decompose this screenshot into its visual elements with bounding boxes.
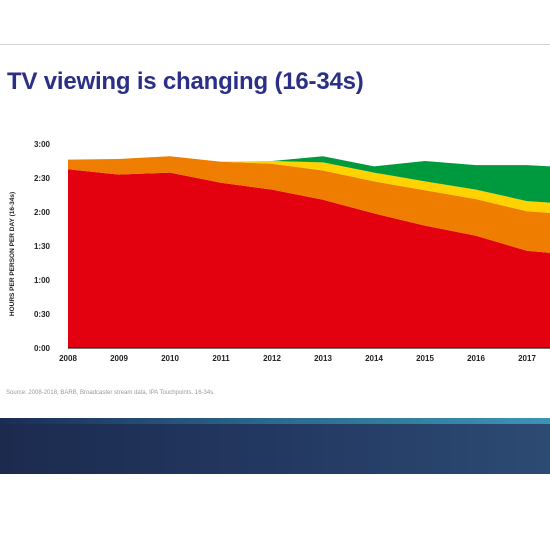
x-tick-label: 2008	[59, 354, 77, 363]
area-series-3	[68, 156, 550, 213]
x-tick-label: 2009	[110, 354, 128, 363]
x-tick-label: 2010	[161, 354, 179, 363]
area-series-group	[68, 156, 550, 348]
y-axis-title: HOURS PER PERSON PER DAY (16-34s)	[9, 192, 16, 316]
source-note: Source: 2008-2018, BARB, Broadcaster str…	[6, 390, 215, 396]
x-tick-label: 2015	[416, 354, 434, 363]
y-tick-label: 3:00	[34, 140, 51, 149]
y-tick-label: 1:30	[34, 242, 51, 251]
x-tick-label: 2016	[467, 354, 485, 363]
y-tick-label: 1:00	[34, 276, 51, 285]
x-tick-label: 2013	[314, 354, 332, 363]
y-tick-labels: 0:00 0:30 1:00 1:30 2:00 2:30 3:00	[34, 140, 51, 353]
x-tick-labels: 2008 2009 2010 2011 2012 2013 2014 2015 2016 2017	[59, 354, 536, 363]
header-divider	[0, 44, 550, 45]
area-series-4	[68, 156, 550, 203]
y-tick-label: 0:30	[34, 310, 51, 319]
y-tick-label: 0:00	[34, 344, 51, 353]
x-tick-label: 2014	[365, 354, 383, 363]
x-tick-label: 2012	[263, 354, 281, 363]
y-tick-label: 2:00	[34, 208, 51, 217]
y-tick-label: 2:30	[34, 174, 51, 183]
stacked-area-chart: 0:00 0:30 1:00 1:30 2:00 2:30 3:00 2008 2009 201…	[9, 140, 550, 363]
footer-band	[0, 418, 550, 474]
footer-accent-stripe	[0, 418, 550, 424]
area-series-2	[68, 156, 550, 253]
slide-title: TV viewing is changing (16-34s)	[7, 68, 364, 95]
x-tick-label: 2011	[212, 354, 230, 363]
area-series-1	[68, 169, 550, 348]
x-tick-label: 2017	[518, 354, 536, 363]
